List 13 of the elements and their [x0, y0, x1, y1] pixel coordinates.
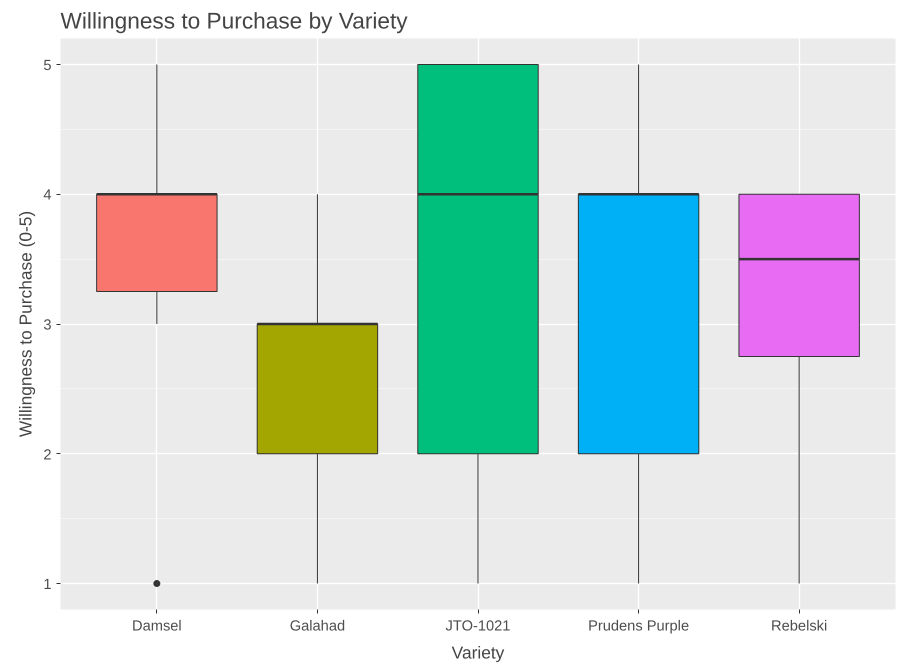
x-tick-label: Damsel — [132, 618, 182, 634]
chart-title: Willingness to Purchase by Variety — [60, 8, 408, 34]
y-tick-label: 3 — [43, 318, 52, 334]
x-tick-label: Galahad — [290, 618, 346, 634]
y-tick-label: 1 — [43, 577, 52, 594]
x-axis-title: Variety — [452, 642, 505, 662]
x-tick-label: JTO-1021 — [446, 618, 510, 634]
y-tick-label: 2 — [43, 447, 52, 464]
y-axis-title: Willingness to Purchase (0-5) — [15, 210, 36, 438]
y-tick-label: 4 — [43, 188, 52, 204]
y-tick-label: 5 — [43, 58, 52, 74]
x-tick-label: Rebelski — [771, 618, 828, 634]
x-tick-label: Prudens Purple — [588, 618, 690, 634]
